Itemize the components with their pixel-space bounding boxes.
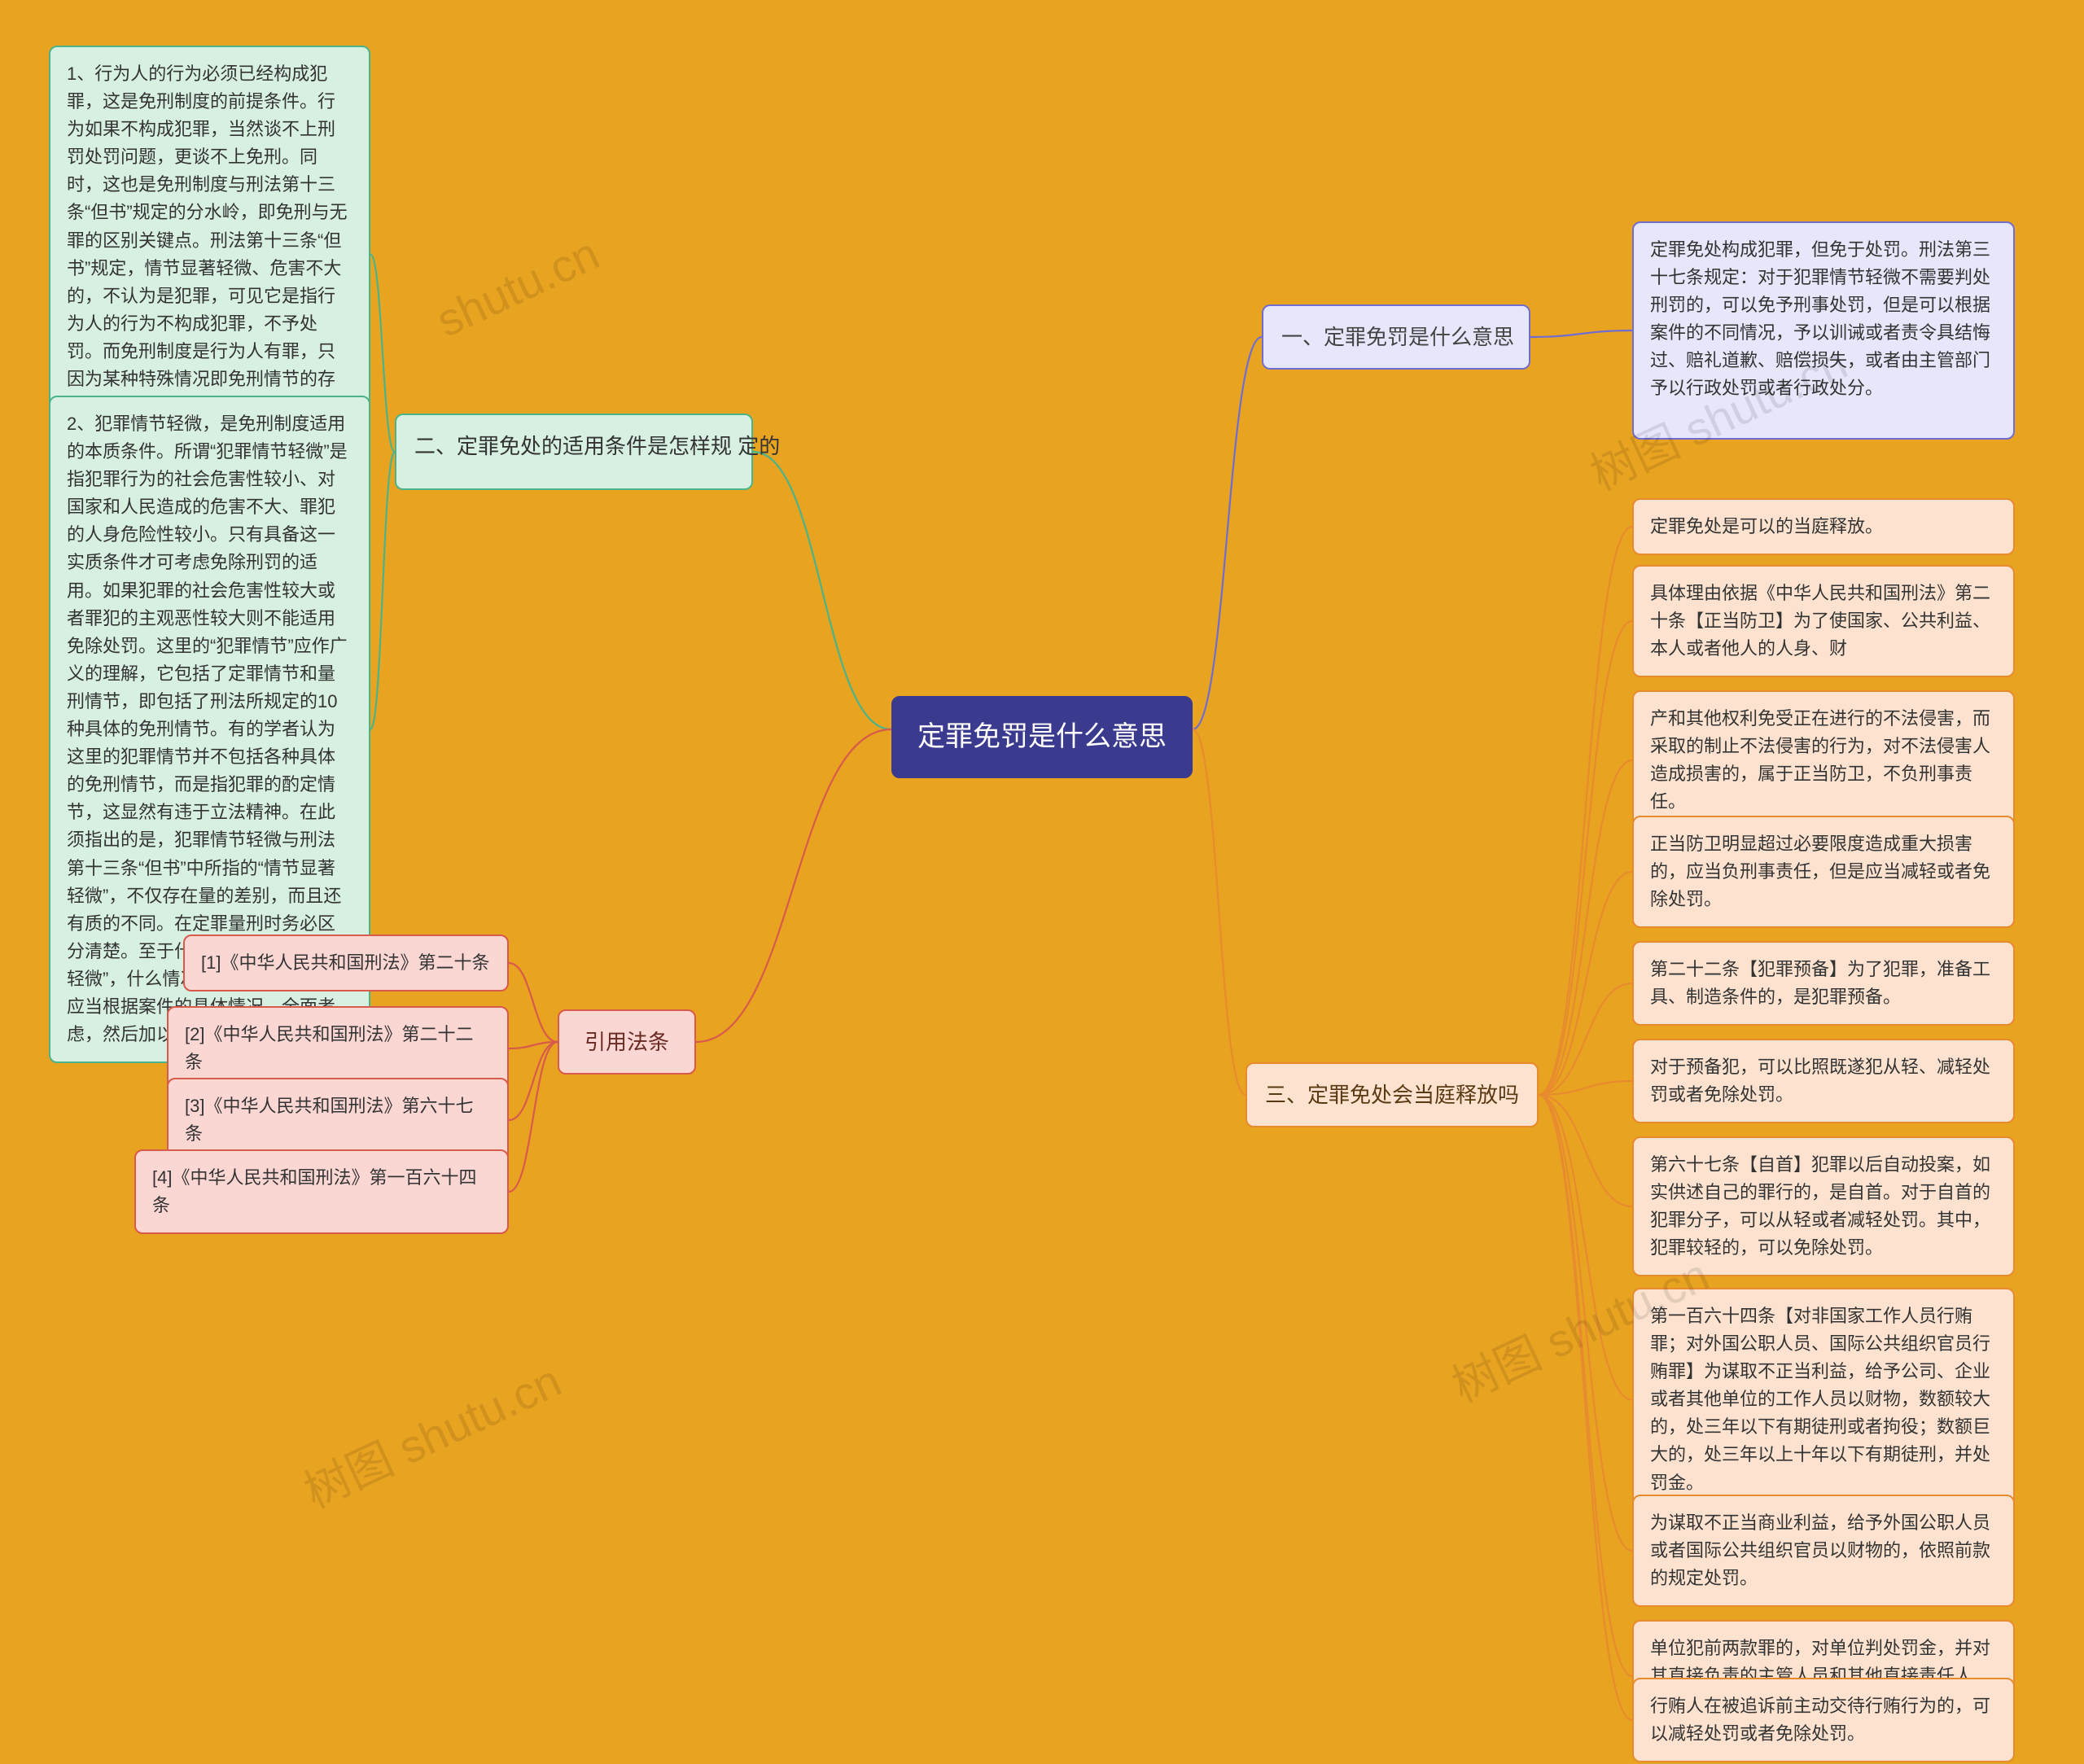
leaf-b3c3: 产和其他权利免受正在进行的不法侵害，而采取的制止不法侵害的行为，对不法侵害人造成… bbox=[1632, 690, 2015, 830]
leaf-b4c4-label: [4]《中华人民共和国刑法》第一百六十四条 bbox=[152, 1167, 476, 1215]
branch-b4: 引用法条 bbox=[558, 1009, 696, 1075]
branch-b3-label: 三、定罪免处会当庭释放吗 bbox=[1265, 1083, 1519, 1107]
root-node-label: 定罪免罚是什么意思 bbox=[917, 721, 1167, 752]
leaf-b3c3-label: 产和其他权利免受正在进行的不法侵害，而采取的制止不法侵害的行为，对不法侵害人造成… bbox=[1650, 708, 1990, 812]
branch-b1-label: 一、定罪免罚是什么意思 bbox=[1281, 325, 1514, 349]
leaf-b3c8-label: 第一百六十四条【对非国家工作人员行贿罪；对外国公职人员、国际公共组织官员行贿罪】… bbox=[1650, 1306, 1990, 1493]
leaf-b3c7: 第六十七条【自首】犯罪以后自动投案，如实供述自己的罪行的，是自首。对于自首的犯罪… bbox=[1632, 1136, 2015, 1276]
leaf-b3c5-label: 第二十二条【犯罪预备】为了犯罪，准备工具、制造条件的，是犯罪预备。 bbox=[1650, 959, 1990, 1007]
branch-b2: 二、定罪免处的适用条件是怎样规 定的 bbox=[395, 414, 753, 490]
leaf-b3c2-label: 具体理由依据《中华人民共和国刑法》第二十条【正当防卫】为了使国家、公共利益、本人… bbox=[1650, 583, 1990, 659]
branch-b1: 一、定罪免罚是什么意思 bbox=[1262, 304, 1530, 370]
leaf-b3c9: 为谋取不正当商业利益，给予外国公职人员或者国际公共组织官员以财物的，依照前款的规… bbox=[1632, 1495, 2015, 1607]
leaf-b2c1-label: 1、行为人的行为必须已经构成犯罪，这是免刑制度的前提条件。行为如果不构成犯罪，当… bbox=[67, 63, 348, 444]
branch-b2-label: 二、定罪免处的适用条件是怎样规 定的 bbox=[414, 434, 780, 458]
leaf-b3c2: 具体理由依据《中华人民共和国刑法》第二十条【正当防卫】为了使国家、公共利益、本人… bbox=[1632, 565, 2015, 677]
leaf-b3c8: 第一百六十四条【对非国家工作人员行贿罪；对外国公职人员、国际公共组织官员行贿罪】… bbox=[1632, 1288, 2015, 1512]
leaf-b3c9-label: 为谋取不正当商业利益，给予外国公职人员或者国际公共组织官员以财物的，依照前款的规… bbox=[1650, 1512, 1990, 1588]
leaf-b1c1: 定罪免处构成犯罪，但免于处罚。刑法第三十七条规定：对于犯罪情节轻微不需要判处刑罚… bbox=[1632, 221, 2015, 440]
leaf-b4c1-label: [1]《中华人民共和国刑法》第二十条 bbox=[201, 952, 489, 973]
root-node: 定罪免罚是什么意思 bbox=[891, 696, 1193, 778]
leaf-b4c3-label: [3]《中华人民共和国刑法》第六十七条 bbox=[185, 1096, 473, 1144]
leaf-b3c4-label: 正当防卫明显超过必要限度造成重大损害的，应当负刑事责任，但是应当减轻或者免除处罚… bbox=[1650, 834, 1990, 909]
leaf-b3c6-label: 对于预备犯，可以比照既遂犯从轻、减轻处罚或者免除处罚。 bbox=[1650, 1057, 1990, 1105]
leaf-b3c11-label: 行贿人在被追诉前主动交待行贿行为的，可以减轻处罚或者免除处罚。 bbox=[1650, 1696, 1990, 1744]
branch-b3: 三、定罪免处会当庭释放吗 bbox=[1246, 1062, 1539, 1127]
mindmap-stage: 定罪免罚是什么意思 一、定罪免罚是什么意思 定罪免处构成犯罪，但免于处罚。刑法第三十… bbox=[0, 0, 2084, 1764]
watermark-0: shutu.cn bbox=[428, 226, 606, 347]
leaf-b3c7-label: 第六十七条【自首】犯罪以后自动投案，如实供述自己的罪行的，是自首。对于自首的犯罪… bbox=[1650, 1154, 1990, 1258]
leaf-b3c11: 行贿人在被追诉前主动交待行贿行为的，可以减轻处罚或者免除处罚。 bbox=[1632, 1678, 2015, 1762]
leaf-b4c2-label: [2]《中华人民共和国刑法》第二十二条 bbox=[185, 1024, 473, 1072]
branch-b4-label: 引用法条 bbox=[584, 1030, 669, 1054]
leaf-b3c1-label: 定罪免处是可以的当庭释放。 bbox=[1650, 516, 1883, 536]
leaf-b1c1-label: 定罪免处构成犯罪，但免于处罚。刑法第三十七条规定：对于犯罪情节轻微不需要判处刑罚… bbox=[1650, 239, 1990, 398]
leaf-b3c1: 定罪免处是可以的当庭释放。 bbox=[1632, 498, 2015, 555]
leaf-b3c4: 正当防卫明显超过必要限度造成重大损害的，应当负刑事责任，但是应当减轻或者免除处罚… bbox=[1632, 816, 2015, 928]
watermark-2: 树图 shutu.cn bbox=[292, 1345, 571, 1521]
leaf-b4c1: [1]《中华人民共和国刑法》第二十条 bbox=[183, 935, 509, 991]
leaf-b4c4: [4]《中华人民共和国刑法》第一百六十四条 bbox=[134, 1149, 509, 1234]
leaf-b3c5: 第二十二条【犯罪预备】为了犯罪，准备工具、制造条件的，是犯罪预备。 bbox=[1632, 941, 2015, 1026]
leaf-b3c6: 对于预备犯，可以比照既遂犯从轻、减轻处罚或者免除处罚。 bbox=[1632, 1039, 2015, 1123]
